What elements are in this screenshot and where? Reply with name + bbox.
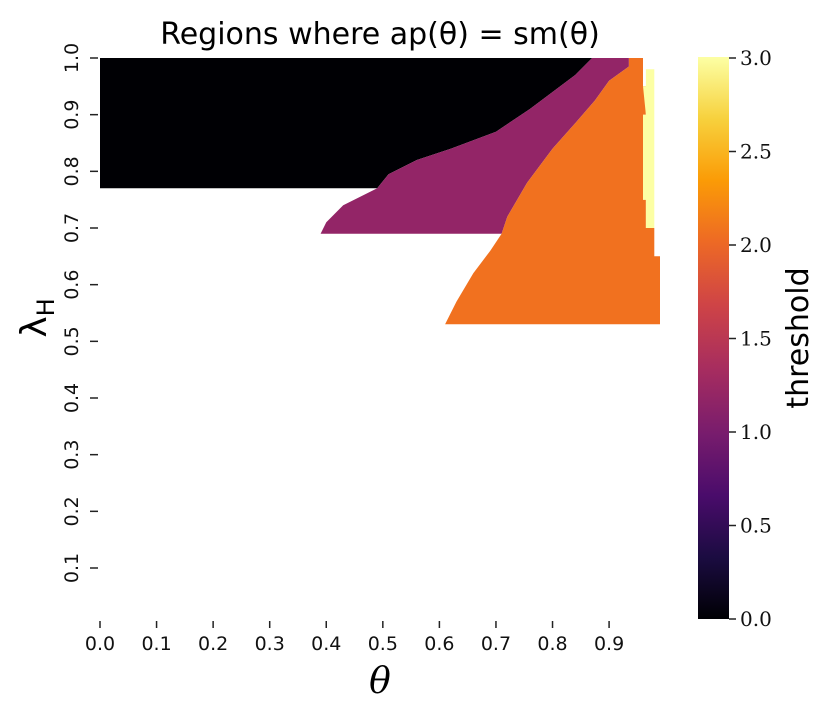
colorbar <box>698 57 729 619</box>
y-tick-label: 1.0 <box>61 43 83 73</box>
y-tick-label: 0.8 <box>61 156 83 186</box>
x-tick-label: 0.5 <box>368 633 398 655</box>
colorbar-ticks: 0.0 0.5 1.0 1.5 2.0 2.5 3.0 <box>729 46 772 631</box>
x-axis-label: θ <box>369 661 391 702</box>
x-tick-label: 0.3 <box>255 633 285 655</box>
x-tick-label: 0.2 <box>198 633 228 655</box>
colorbar-tick-label: 3.0 <box>740 46 772 70</box>
y-axis-label-subscript: H <box>32 298 60 316</box>
colorbar-tick-label: 2.5 <box>740 140 772 164</box>
colorbar-tick-label: 0.0 <box>740 607 772 631</box>
y-tick-label: 0.6 <box>61 270 83 300</box>
y-tick-label: 0.3 <box>61 440 83 470</box>
x-tick-label: 0.7 <box>481 633 511 655</box>
heatmap-region-2 <box>445 58 660 325</box>
colorbar-tick-label: 2.0 <box>740 233 772 257</box>
heatmap-region-0 <box>100 58 593 189</box>
colorbar-label: threshold <box>781 267 816 408</box>
y-tick-label: 0.7 <box>61 213 83 243</box>
x-tick-label: 0.1 <box>141 633 171 655</box>
y-axis: 0.1 0.2 0.3 0.4 0.5 0.6 0.7 0.8 0.9 1.0 <box>61 43 98 583</box>
colorbar-tick-label: 1.0 <box>740 420 772 444</box>
y-tick-label: 0.4 <box>61 383 83 413</box>
chart-title: Regions where ap(θ) = sm(θ) <box>160 17 600 52</box>
svg-text:λH: λH <box>14 298 60 337</box>
x-axis: 0.0 0.1 0.2 0.3 0.4 0.5 0.6 0.7 0.8 0.9 <box>85 621 624 655</box>
x-tick-label: 0.8 <box>537 633 567 655</box>
y-tick-label: 0.1 <box>61 553 83 583</box>
plot-area <box>100 58 660 325</box>
x-tick-label: 0.6 <box>424 633 454 655</box>
x-tick-label: 0.4 <box>311 633 341 655</box>
y-axis-label: λH <box>14 298 60 337</box>
colorbar-tick-label: 0.5 <box>740 514 772 538</box>
y-tick-label: 0.9 <box>61 100 83 130</box>
x-tick-label: 0.9 <box>594 633 624 655</box>
x-tick-label: 0.0 <box>85 633 115 655</box>
y-tick-label: 0.2 <box>61 496 83 526</box>
colorbar-tick-label: 1.5 <box>740 327 772 351</box>
heatmap-region-3 <box>643 69 655 257</box>
heatmap-region-1 <box>320 58 629 234</box>
y-tick-label: 0.5 <box>61 326 83 356</box>
y-axis-label-main: λ <box>14 316 55 337</box>
